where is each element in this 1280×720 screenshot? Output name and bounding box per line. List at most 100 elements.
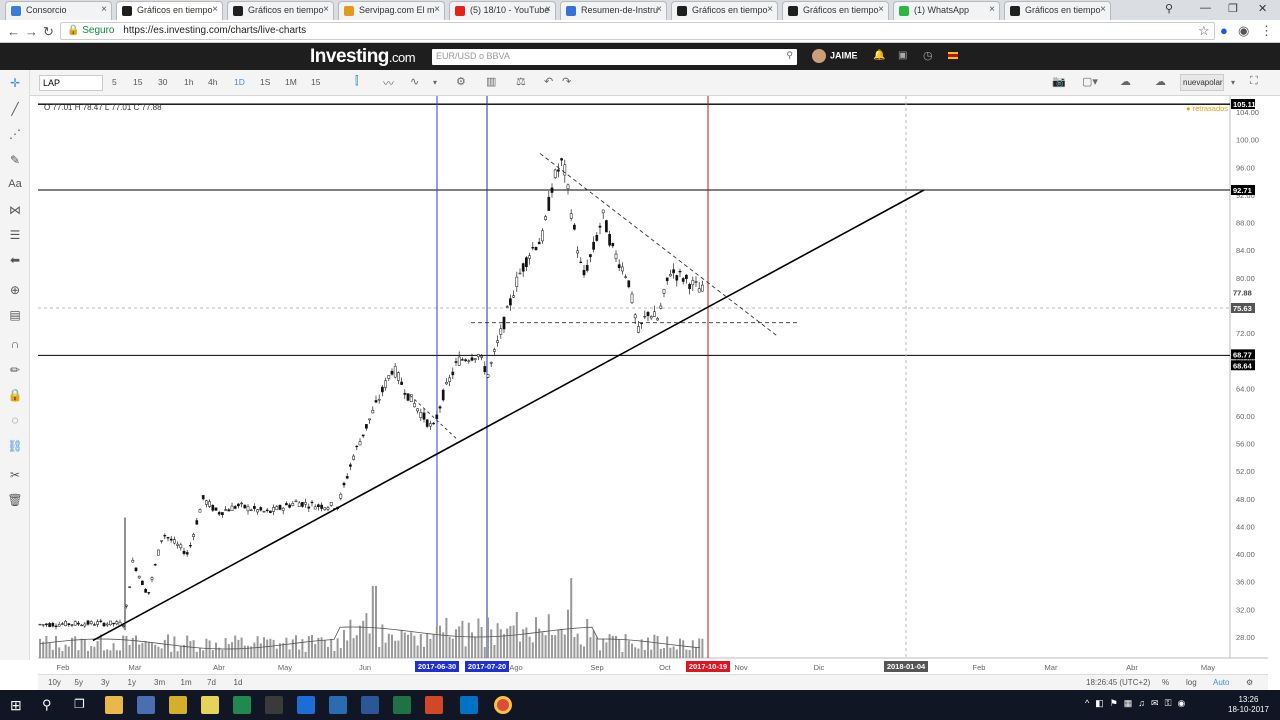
chrome-icon[interactable]	[494, 696, 512, 714]
timeframe-option[interactable]: 1M	[285, 77, 297, 87]
timeframe-option[interactable]: 4h	[208, 77, 218, 87]
link-icon[interactable]: ⛓	[7, 439, 23, 453]
extension2-icon[interactable]: ◉	[1238, 23, 1250, 38]
close-tab-icon[interactable]: ×	[545, 4, 551, 15]
price-chart[interactable]: 104.00100.0096.0092.0088.0084.0080.0076.…	[38, 96, 1268, 674]
bookmark-star-icon[interactable]: ☆	[1198, 23, 1210, 38]
browser-tab[interactable]: Gráficos en tiempo ×	[782, 1, 889, 20]
browser-tab[interactable]: Servipag.com El m ×	[338, 1, 445, 20]
timeframe-option[interactable]: 15	[133, 77, 143, 87]
url-input[interactable]: 🔒 Seguro https://es.investing.com/charts…	[60, 22, 1215, 40]
browser-tab[interactable]: Consorcio ×	[5, 1, 112, 20]
candle-type-icon[interactable]: ⫿	[355, 75, 359, 87]
excel2-icon[interactable]	[393, 696, 411, 714]
range-button[interactable]: 1y	[127, 678, 136, 687]
fullscreen-icon[interactable]: ⛶	[1250, 75, 1258, 87]
close-tab-icon[interactable]: ×	[101, 4, 107, 15]
browser-tab[interactable]: Resumen-de-Instru ×	[560, 1, 667, 20]
close-tab-icon[interactable]: ×	[323, 4, 329, 15]
timeframe-option[interactable]: 30	[158, 77, 168, 87]
close-tab-icon[interactable]: ×	[212, 4, 218, 15]
outlook-icon[interactable]	[329, 696, 347, 714]
profile-icon[interactable]: ⚲	[1165, 3, 1174, 15]
measure-icon[interactable]: ▤	[9, 308, 21, 322]
bars-icon[interactable]: ▥	[486, 76, 497, 88]
range-button[interactable]: 3m	[154, 678, 166, 687]
file-explorer-icon[interactable]	[105, 696, 123, 714]
cloud-icon[interactable]: ☁	[1120, 76, 1131, 88]
search-icon[interactable]: ⚲	[42, 697, 52, 712]
range-button[interactable]: 5y	[74, 678, 83, 687]
pattern-icon[interactable]: ⋈	[9, 203, 21, 217]
timeframe-option[interactable]: 15	[311, 77, 321, 87]
close-tab-icon[interactable]: ×	[434, 4, 440, 15]
layout-name-button[interactable]: nuevapolar	[1180, 74, 1224, 91]
lock-icon[interactable]: 🔒	[7, 388, 23, 402]
timeframe-option[interactable]: 1h	[184, 77, 194, 87]
redo-icon[interactable]: ↷	[562, 76, 572, 88]
fib-icon[interactable]: ☰	[9, 228, 21, 242]
user-name[interactable]: JAIME	[812, 49, 858, 63]
powerpoint-icon[interactable]	[425, 696, 443, 714]
remove-tools-icon[interactable]: ✂	[9, 468, 21, 482]
close-tab-icon[interactable]: ×	[989, 4, 995, 15]
zoom-icon[interactable]: ⊕	[9, 283, 21, 297]
pitchfork-icon[interactable]: ⋰	[9, 127, 21, 141]
timeframe-option[interactable]: 1S	[260, 77, 271, 87]
reload-icon[interactable]: ↻	[43, 24, 54, 39]
range-button[interactable]: 1m	[180, 678, 192, 687]
chevron-down-icon[interactable]: ▾	[1231, 78, 1236, 87]
edge-icon[interactable]	[297, 696, 315, 714]
magnet-icon[interactable]: ∩	[10, 337, 20, 351]
outlook2-icon[interactable]	[460, 696, 478, 714]
arrow-icon[interactable]: ⬅	[9, 253, 21, 267]
timeframe-option[interactable]: 5	[112, 77, 117, 87]
compare-icon[interactable]: 〰	[383, 78, 394, 90]
avatar[interactable]	[812, 49, 826, 63]
gear-icon[interactable]: ⚙	[456, 76, 466, 88]
trend-line-icon[interactable]: ╱	[11, 102, 19, 116]
chevron-down-icon[interactable]: ▾	[433, 78, 438, 87]
taskbar-clock[interactable]: 13:26 18-10-2017	[1228, 695, 1269, 714]
close-tab-icon[interactable]: ×	[1100, 4, 1106, 15]
range-button[interactable]: 3y	[101, 678, 110, 687]
browser-tab[interactable]: Gráficos en tiempo ×	[671, 1, 778, 20]
task-view-icon[interactable]: ❐	[74, 697, 85, 711]
menu-dots-icon[interactable]: ⋮	[1260, 23, 1273, 38]
camera-icon[interactable]: 📷	[1052, 76, 1066, 88]
system-tray-icons[interactable]: ^◧⚑▦♫✉⚿◉	[1085, 698, 1192, 708]
log-toggle[interactable]: log	[1186, 678, 1197, 687]
indicators-icon[interactable]: ∿	[410, 76, 420, 88]
brightness-icon[interactable]	[169, 696, 187, 714]
minimize-button[interactable]: —	[1200, 2, 1211, 14]
timeframe-option[interactable]: 1D	[234, 77, 245, 87]
windows-start-icon[interactable]: ⊞	[10, 697, 22, 713]
browser-tab[interactable]: Gráficos en tiempo ×	[116, 1, 223, 20]
site-logo[interactable]: Investing.com	[310, 46, 416, 67]
close-tab-icon[interactable]: ×	[767, 4, 773, 15]
gear-icon[interactable]: ⚙	[1246, 678, 1254, 687]
symbol-input[interactable]: LAP	[39, 75, 103, 91]
site-search-input[interactable]: EUR/USD o BBVA ⚲	[432, 49, 797, 65]
range-button[interactable]: 7d	[207, 678, 216, 687]
trash-icon[interactable]: 🗑	[7, 493, 23, 507]
cloud-save-icon[interactable]: ☁	[1155, 76, 1166, 88]
maximize-button[interactable]: ❐	[1228, 3, 1238, 15]
percent-toggle[interactable]: %	[1162, 678, 1170, 687]
browser-tab[interactable]: (1) WhatsApp ×	[893, 1, 1000, 20]
back-icon[interactable]: ←	[7, 24, 20, 39]
close-tab-icon[interactable]: ×	[656, 4, 662, 15]
crosshair-icon[interactable]: ✛	[9, 76, 21, 90]
browser-tab[interactable]: Gráficos en tiempo ×	[1004, 1, 1111, 20]
bell-icon[interactable]: 🔔	[873, 50, 886, 61]
text-icon[interactable]: Aa	[8, 178, 22, 190]
auto-toggle[interactable]: Auto	[1213, 678, 1230, 687]
undo-icon[interactable]: ↶	[544, 76, 554, 88]
word-icon[interactable]	[361, 696, 379, 714]
close-tab-icon[interactable]: ×	[878, 4, 884, 15]
balance-icon[interactable]: ⚖	[516, 76, 526, 88]
folder-icon[interactable]	[201, 696, 219, 714]
brush-icon[interactable]: ✎	[9, 153, 21, 167]
app-icon[interactable]	[265, 696, 283, 714]
calculator-icon[interactable]	[137, 696, 155, 714]
